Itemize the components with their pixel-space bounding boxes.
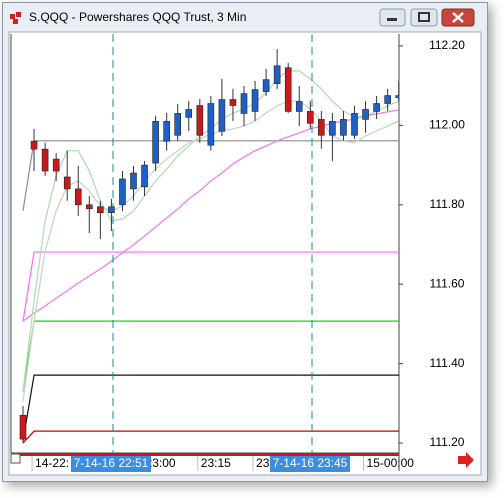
- candle-body: [52, 158, 60, 172]
- candle-body: [251, 89, 259, 112]
- candle-body: [196, 105, 204, 136]
- minimize-button[interactable]: [379, 8, 406, 27]
- candle-body: [174, 113, 181, 136]
- candle-body: [262, 79, 270, 92]
- candle-body: [384, 95, 391, 104]
- candle-body: [19, 414, 27, 440]
- candle-body: [63, 176, 71, 190]
- plot-area: [19, 34, 399, 453]
- y-tick-label: 111.60: [430, 276, 465, 290]
- time-axis-band: [11, 453, 399, 456]
- candle-body: [130, 172, 137, 190]
- candle-body: [74, 188, 82, 206]
- cursor-label: 7-14-16 23:45: [273, 456, 348, 470]
- level-line: [22, 430, 399, 444]
- candle-body: [284, 67, 292, 112]
- candle-body: [329, 121, 336, 136]
- candle-body: [207, 103, 215, 146]
- candle-body: [306, 111, 314, 124]
- candle-body: [185, 109, 193, 118]
- level-line: [22, 251, 399, 322]
- y-tick-label: 112.00: [429, 118, 465, 132]
- maximize-button[interactable]: [410, 8, 438, 27]
- app-icon: [10, 14, 15, 19]
- app-icon: [13, 19, 18, 24]
- candle-body: [273, 65, 281, 84]
- candle-body: [395, 95, 399, 98]
- candle-body: [86, 204, 93, 210]
- app-icon: [16, 12, 21, 17]
- close-icon: [452, 12, 464, 23]
- candle-body: [152, 121, 159, 164]
- candle-body: [373, 103, 380, 112]
- x-tick-label: 23:15: [201, 456, 231, 470]
- level-line: [22, 374, 399, 442]
- x-tick-label: 23: [256, 456, 270, 470]
- candle-body: [97, 206, 104, 214]
- candle-body: [340, 119, 347, 136]
- candle-body: [318, 119, 325, 136]
- candle-body: [362, 109, 369, 120]
- y-tick-label: 111.40: [430, 356, 465, 370]
- x-tick-label: 23:00: [146, 456, 176, 470]
- cursor-label: 7-14-16 22:51: [74, 456, 149, 470]
- candle-body: [141, 164, 148, 188]
- candle-body: [108, 206, 115, 214]
- candle-body: [295, 101, 303, 112]
- window: S.QQQ - Powershares QQQ Trust, 3 Min 111…: [2, 2, 488, 482]
- cursor-label-box: [71, 456, 151, 472]
- scroll-arrow[interactable]: [458, 452, 474, 468]
- x-tick-label: 15-00:00: [367, 456, 415, 470]
- average-line: [22, 109, 399, 322]
- candle-body: [119, 178, 126, 206]
- corner-box[interactable]: [10, 453, 21, 464]
- candle-body: [218, 99, 226, 132]
- chart: S.QQQ - Powershares QQQ Trust, 3 Min 111…: [8, 8, 482, 476]
- candle-body: [229, 99, 237, 106]
- x-tick-label: 14-22:: [35, 456, 69, 470]
- cursor-label-box: [270, 456, 350, 472]
- candle-body: [240, 93, 248, 114]
- y-tick-label: 112.20: [429, 38, 465, 52]
- window-title: S.QQQ - Powershares QQQ Trust, 3 Min: [29, 10, 246, 24]
- candle-body: [41, 148, 49, 172]
- y-tick-label: 111.80: [430, 197, 465, 211]
- y-tick-label: 111.20: [430, 435, 465, 449]
- candle-body: [30, 140, 38, 150]
- minimize-icon: [387, 18, 397, 21]
- candle-body: [351, 113, 358, 136]
- maximize-icon: [418, 12, 430, 22]
- candle-body: [163, 121, 170, 142]
